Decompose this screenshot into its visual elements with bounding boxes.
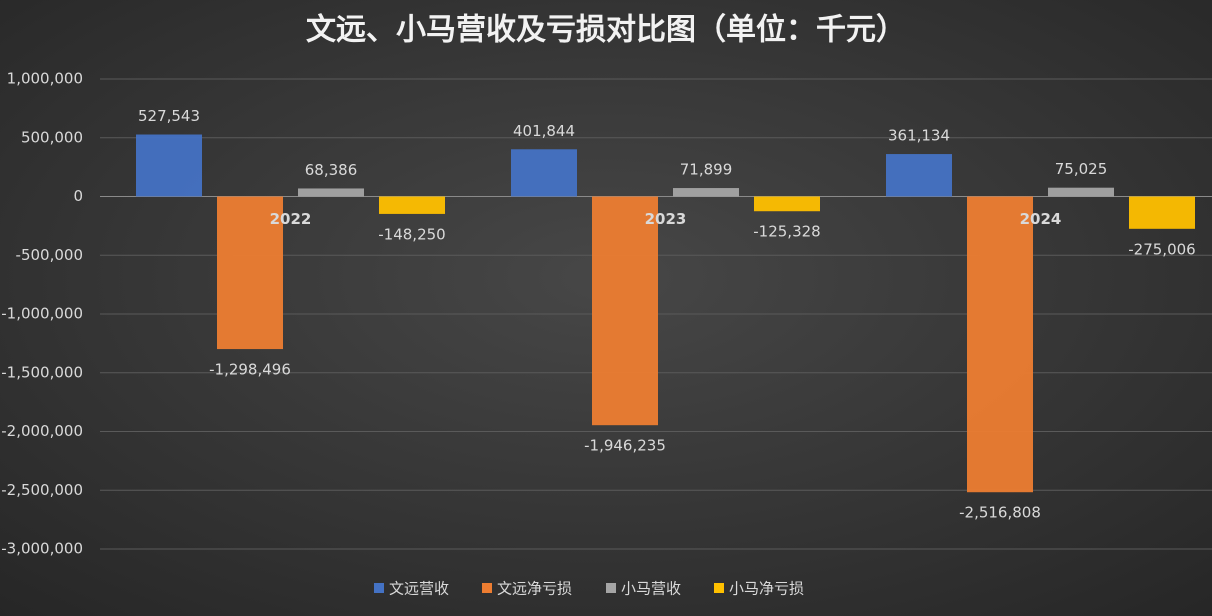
value-label: 68,386: [305, 161, 358, 179]
y-tick-label: -3,000,000: [1, 540, 83, 558]
legend-label: 小马净亏损: [729, 580, 804, 598]
value-label: 71,899: [680, 161, 733, 179]
chart-title: 文远、小马营收及亏损对比图（单位：千元）: [306, 13, 906, 48]
x-tick-label: 2022: [270, 210, 312, 228]
bar: [886, 154, 952, 197]
legend-swatch: [374, 583, 384, 593]
y-tick-label: 1,000,000: [7, 70, 83, 88]
value-label: 401,844: [513, 122, 575, 140]
legend-swatch: [482, 583, 492, 593]
legend-swatch: [606, 583, 616, 593]
x-tick-label: 2023: [645, 210, 687, 228]
bar: [298, 188, 364, 197]
bar: [673, 188, 739, 197]
value-label: -275,006: [1128, 240, 1195, 258]
legend-label: 文远营收: [389, 580, 449, 598]
bar: [1048, 187, 1114, 197]
value-label: -1,946,235: [584, 437, 666, 455]
bar: [379, 196, 445, 214]
value-label: -148,250: [378, 225, 445, 243]
y-tick-label: -500,000: [16, 246, 83, 264]
legend-swatch: [714, 583, 724, 593]
bar: [1129, 196, 1195, 229]
legend: 文远营收 文远净亏损 小马营收 小马净亏损: [374, 580, 804, 598]
y-tick-label: -2,000,000: [1, 422, 83, 440]
bar: [967, 196, 1033, 493]
value-label: -1,298,496: [209, 361, 291, 379]
y-tick-label: 0: [73, 187, 83, 205]
value-label: -2,516,808: [959, 504, 1041, 522]
bar: [511, 149, 577, 197]
bar: [136, 134, 202, 197]
y-tick-label: 500,000: [21, 128, 83, 146]
legend-label: 文远净亏损: [497, 580, 572, 598]
legend-label: 小马营收: [621, 580, 681, 598]
bar: [592, 196, 658, 426]
value-label: -125,328: [753, 223, 820, 241]
value-label: 361,134: [888, 127, 950, 145]
value-label: 75,025: [1055, 160, 1108, 178]
y-tick-label: -2,500,000: [1, 481, 83, 499]
y-tick-label: -1,500,000: [1, 363, 83, 381]
bar: [754, 196, 820, 212]
y-tick-label: -1,000,000: [1, 305, 83, 323]
value-label: 527,543: [138, 107, 200, 125]
x-tick-label: 2024: [1020, 210, 1062, 228]
bar: [217, 196, 283, 350]
